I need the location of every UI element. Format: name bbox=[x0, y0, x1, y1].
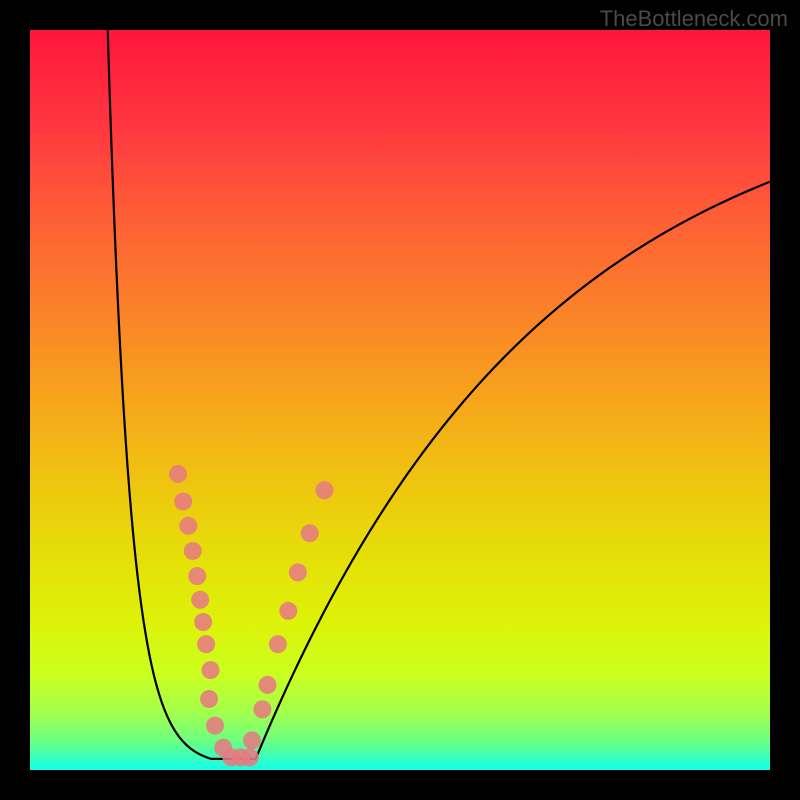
marker-point bbox=[301, 524, 319, 542]
marker-point bbox=[169, 465, 187, 483]
marker-point bbox=[191, 591, 209, 609]
bottleneck-chart bbox=[30, 30, 770, 770]
plot-area bbox=[30, 30, 770, 770]
marker-point bbox=[206, 717, 224, 735]
marker-point bbox=[269, 635, 287, 653]
marker-point bbox=[253, 700, 271, 718]
marker-point bbox=[179, 517, 197, 535]
marker-point bbox=[202, 661, 220, 679]
marker-point bbox=[197, 635, 215, 653]
marker-point bbox=[194, 613, 212, 631]
marker-point bbox=[316, 481, 334, 499]
marker-point bbox=[174, 492, 192, 510]
marker-point bbox=[188, 567, 206, 585]
watermark-text: TheBottleneck.com bbox=[600, 6, 788, 32]
marker-point bbox=[184, 542, 202, 560]
marker-point bbox=[200, 690, 218, 708]
marker-point bbox=[289, 563, 307, 581]
gradient-background bbox=[30, 30, 770, 770]
marker-point bbox=[259, 676, 277, 694]
marker-point bbox=[241, 748, 259, 766]
marker-point bbox=[279, 602, 297, 620]
marker-point bbox=[243, 731, 261, 749]
